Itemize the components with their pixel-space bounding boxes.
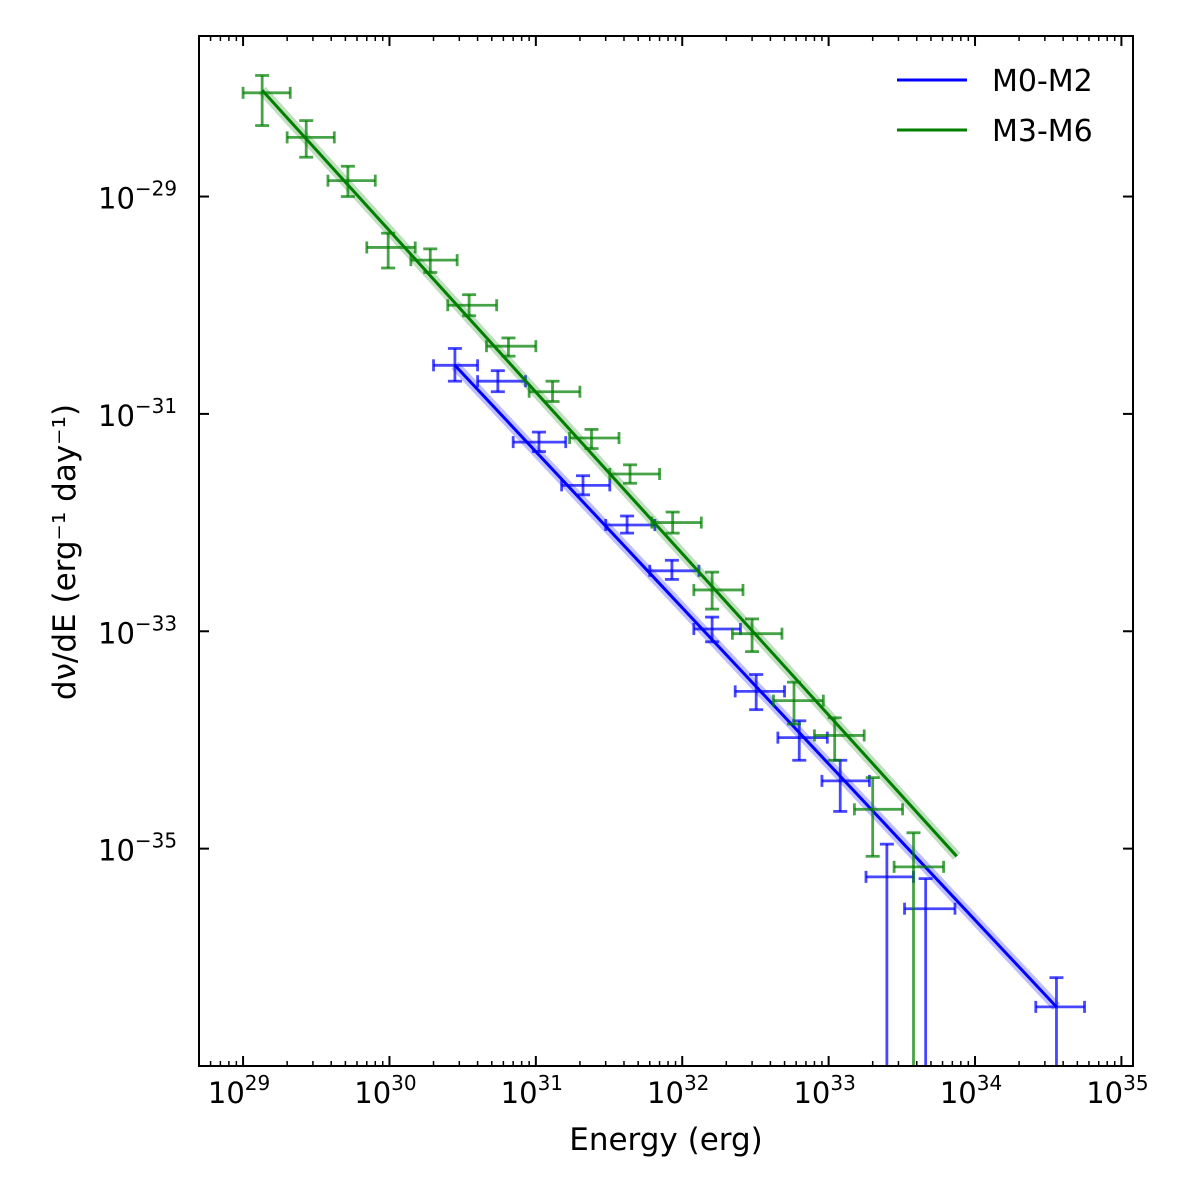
errorbar-m3-m6-15 xyxy=(853,776,904,858)
legend-label-m0-m2: M0-M2 xyxy=(992,64,1093,99)
x-tick-label: 1034 xyxy=(940,1071,1002,1110)
errorbar-m0-m2-12 xyxy=(1034,976,1086,1066)
x-axis-label: Energy (erg) xyxy=(569,1122,763,1158)
x-tick-label: 1033 xyxy=(793,1071,855,1110)
y-tick-label: 10−35 xyxy=(98,829,177,868)
legend: M0-M2 M3-M6 xyxy=(897,64,1093,149)
x-tick-label: 1029 xyxy=(208,1071,270,1110)
errorbar-m3-m6-7 xyxy=(527,379,582,403)
x-tick-label: 1035 xyxy=(1086,1071,1148,1110)
x-tick-label: 1030 xyxy=(354,1071,416,1110)
legend-label-m3-m6: M3-M6 xyxy=(992,114,1093,149)
y-tick-label: 10−33 xyxy=(98,611,177,650)
errorbar-m0-m2-10 xyxy=(864,842,915,1066)
series-m3-m6 xyxy=(241,74,961,1066)
fit-line-m3-m6 xyxy=(261,89,958,858)
errorbar-m3-m6-16 xyxy=(892,831,945,1066)
errorbar-m3-m6-10 xyxy=(650,510,703,535)
errorbar-m0-m2-7 xyxy=(733,673,786,712)
errorbar-m3-m6-0 xyxy=(241,74,292,127)
errorbar-m3-m6-12 xyxy=(730,617,784,654)
errorbar-m3-m6-3 xyxy=(365,231,417,270)
fit-line-m0-m2 xyxy=(453,364,1058,1008)
errorbar-m3-m6-11 xyxy=(692,570,745,611)
axes: 1029 1030 1031 1032 1033 1034 1035 10−29 10−31 10… xyxy=(98,35,1149,1110)
data-layer xyxy=(241,74,1086,1066)
series-m0-m2 xyxy=(432,347,1086,1066)
y-axis-label: dν/dE (erg⁻¹ day⁻¹) xyxy=(47,404,83,700)
plot-area xyxy=(241,74,1086,1066)
x-tick-label: 1032 xyxy=(647,1071,709,1110)
x-tick-label: 1031 xyxy=(501,1071,563,1110)
y-tick-label: 10−31 xyxy=(98,394,177,433)
plot-frame xyxy=(198,35,1134,1067)
errorbar-m0-m2-2 xyxy=(511,430,568,453)
y-tick-label: 10−29 xyxy=(98,177,177,216)
errorbar-m3-m6-2 xyxy=(326,164,377,198)
errorbar-m3-m6-5 xyxy=(446,293,499,318)
